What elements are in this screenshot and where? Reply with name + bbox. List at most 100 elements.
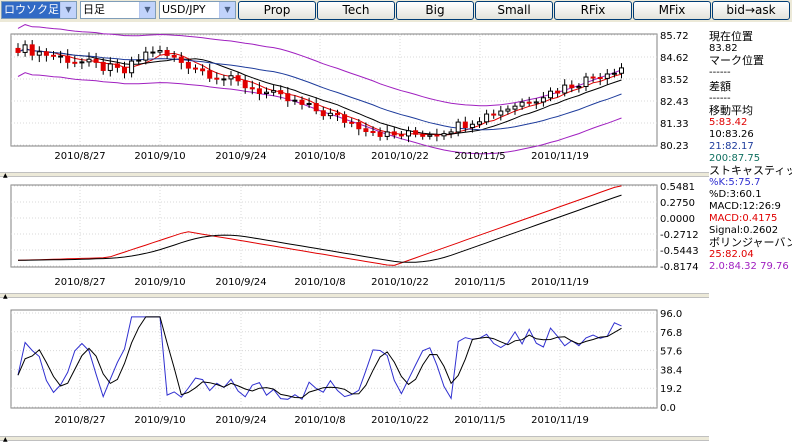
small-button[interactable]: Small: [475, 1, 553, 20]
candle-body: [65, 55, 71, 63]
candle-body: [22, 44, 28, 53]
stochastic-pane: 96.0 76.8 57.6 38.4 19.2 0.0 2010/8/27 2010/9/…: [10, 309, 682, 426]
axis-tick-label: 80.23: [660, 141, 689, 152]
macd-value: MACD:0.4175: [709, 213, 778, 224]
candle-body: [455, 121, 461, 133]
candle-body: [377, 131, 383, 137]
rfix-button[interactable]: RFix: [554, 1, 632, 20]
candle-body: [434, 134, 440, 137]
collapse-icon: ▲: [3, 172, 8, 179]
candle-body: [590, 76, 596, 79]
axis-tick-label: 0.0: [660, 403, 676, 414]
candle-body: [193, 67, 198, 70]
candle-body: [555, 90, 561, 94]
bid-ask-button[interactable]: bid→ask: [712, 1, 790, 20]
candle-body: [569, 84, 575, 89]
candle-body: [583, 76, 589, 87]
stochastic-axis: 96.0 76.8 57.6 38.4 19.2 0.0: [660, 309, 682, 414]
candle-body: [256, 88, 262, 95]
price-pane: 85.72 84.62 83.52 82.43 81.33 80.23 2010/8/27…: [10, 24, 689, 162]
date-label: 2010/9/24: [215, 277, 266, 288]
axis-tick-label: 38.4: [660, 365, 682, 376]
candle-body: [129, 60, 135, 74]
macd-axis: 0.5481 0.2750 0.0000 -0.2712 -0.5443 -0.8174: [660, 182, 699, 273]
bollinger-bands: [17, 24, 622, 155]
candle-body: [242, 80, 248, 89]
period-select[interactable]: 日足 ▼: [80, 1, 156, 19]
price-plot-frame: [10, 33, 658, 147]
candle-body: [122, 66, 127, 74]
pane-splitter[interactable]: ▲: [0, 172, 710, 179]
date-label: 2010/11/19: [531, 151, 589, 162]
date-label: 2010/10/8: [294, 151, 345, 162]
candle-body: [271, 90, 277, 93]
candle-body: [306, 102, 312, 105]
axis-tick-label: 0.2750: [660, 198, 695, 209]
candle-body: [335, 112, 340, 116]
candle-body: [58, 55, 64, 58]
candle-body: [278, 90, 284, 95]
collapse-icon: ▲: [3, 293, 8, 300]
axis-tick-label: -0.8174: [660, 262, 699, 273]
prop-button[interactable]: Prop: [238, 1, 316, 20]
macd-grid: [11, 184, 657, 268]
bb-label: ボリンジャーバンド: [709, 237, 792, 249]
candle-body: [469, 123, 475, 129]
candle-body: [221, 78, 227, 81]
candle-body: [533, 101, 539, 104]
date-label: 2010/9/10: [134, 415, 185, 426]
candle-body: [349, 121, 355, 124]
axis-tick-label: 81.33: [660, 119, 689, 130]
mark-label: マーク位置: [709, 55, 764, 67]
candle-body: [79, 61, 85, 64]
candle-body: [519, 101, 525, 107]
candle-body: [207, 70, 213, 79]
macd-label: MACD:12:26:9: [709, 201, 781, 212]
date-label: 2010/8/27: [54, 415, 105, 426]
candle-body: [313, 102, 319, 112]
pane-splitter[interactable]: ▲: [0, 293, 710, 300]
candle-body: [299, 99, 305, 105]
candle-body: [214, 77, 220, 80]
candle-body: [249, 87, 255, 90]
date-label: 2010/11/19: [531, 415, 589, 426]
candle-body: [512, 105, 518, 110]
axis-tick-label: 85.72: [660, 31, 689, 42]
candle-body: [150, 51, 156, 54]
chart-type-select[interactable]: ロウソク足 ▼: [1, 1, 77, 19]
ma10-line: [17, 48, 622, 136]
chart-type-value: ロウソク足: [4, 3, 59, 16]
date-label: 2010/9/10: [134, 151, 185, 162]
candle-body: [576, 85, 582, 89]
tech-button[interactable]: Tech: [317, 1, 395, 20]
axis-tick-label: -0.2712: [660, 230, 699, 241]
candle-body: [43, 51, 49, 56]
candle-body: [72, 61, 78, 64]
pair-select[interactable]: USD/JPY ▼: [159, 1, 236, 19]
axis-tick-label: 96.0: [660, 309, 682, 320]
diff-value: ------: [709, 93, 731, 104]
big-button[interactable]: Big: [396, 1, 474, 20]
candle-body: [391, 131, 397, 136]
candle-body: [462, 121, 468, 129]
candle-body: [235, 75, 241, 82]
candle-body: [200, 68, 206, 72]
pair-value: USD/JPY: [162, 3, 206, 16]
date-label: 2010/9/24: [215, 151, 266, 162]
candle-body: [619, 67, 624, 74]
candle-body: [185, 61, 191, 69]
candle-body: [498, 110, 504, 116]
pane-splitter[interactable]: ▲: [0, 436, 710, 443]
date-label: 2010/10/22: [371, 415, 429, 426]
candle-body: [342, 114, 348, 123]
candle-body: [420, 133, 426, 137]
mfix-button[interactable]: MFix: [633, 1, 711, 20]
stoch-d-line: [17, 316, 622, 399]
ma21-value: 21:82.17: [709, 141, 754, 152]
signal-value: Signal:0.2602: [709, 225, 779, 236]
ma21-line: [17, 48, 622, 131]
chart-area[interactable]: 85.72 84.62 83.52 82.43 81.33 80.23 2010/8/27…: [0, 0, 709, 442]
date-label: 2010/11/19: [531, 277, 589, 288]
signal-line: [17, 194, 622, 263]
candle-body: [448, 131, 454, 135]
